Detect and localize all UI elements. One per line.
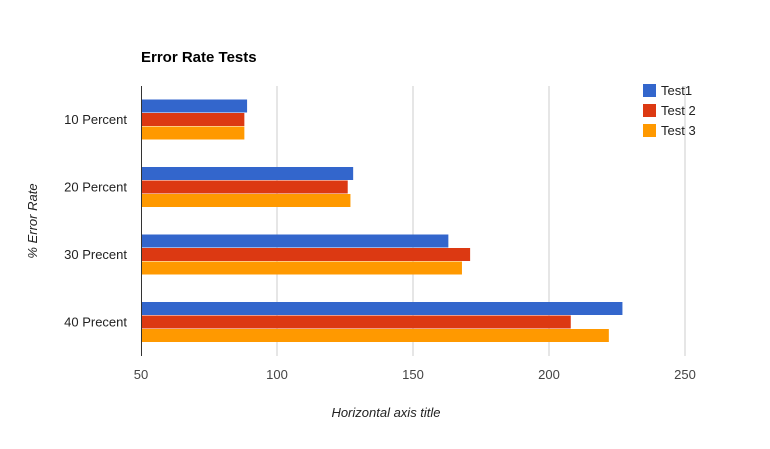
bar [142, 194, 351, 207]
legend-swatch [643, 124, 656, 137]
x-tick-label: 200 [538, 367, 560, 382]
category-label: 30 Precent [64, 247, 127, 262]
bar [142, 302, 623, 315]
bar [142, 113, 245, 126]
legend-label: Test 3 [661, 123, 696, 138]
bar [142, 167, 354, 180]
x-tick-label: 50 [134, 367, 148, 382]
x-tick-label: 150 [402, 367, 424, 382]
x-axis-title: Horizontal axis title [331, 405, 440, 420]
bar [142, 315, 571, 329]
bar [142, 126, 245, 140]
x-tick-label: 250 [674, 367, 696, 382]
category-label: 10 Percent [64, 112, 127, 127]
bar [142, 329, 609, 342]
bar [142, 261, 462, 275]
legend-swatch [643, 84, 656, 97]
legend-label: Test1 [661, 83, 692, 98]
category-label: 40 Precent [64, 314, 127, 329]
x-tick-label: 100 [266, 367, 288, 382]
bar [142, 234, 449, 248]
bars [142, 99, 623, 342]
bar [142, 248, 471, 261]
axes: 50 100 150 200 250 10 Percent 20 Percent 30 Pre… [64, 86, 696, 382]
category-label: 20 Percent [64, 179, 127, 194]
y-axis-title: % Error Rate [25, 183, 40, 258]
legend-label: Test 2 [661, 103, 696, 118]
bar [142, 180, 348, 194]
legend: Test1 Test 2 Test 3 [643, 83, 696, 138]
bar [142, 99, 248, 113]
chart-title: Error Rate Tests [141, 49, 257, 66]
legend-swatch [643, 104, 656, 117]
